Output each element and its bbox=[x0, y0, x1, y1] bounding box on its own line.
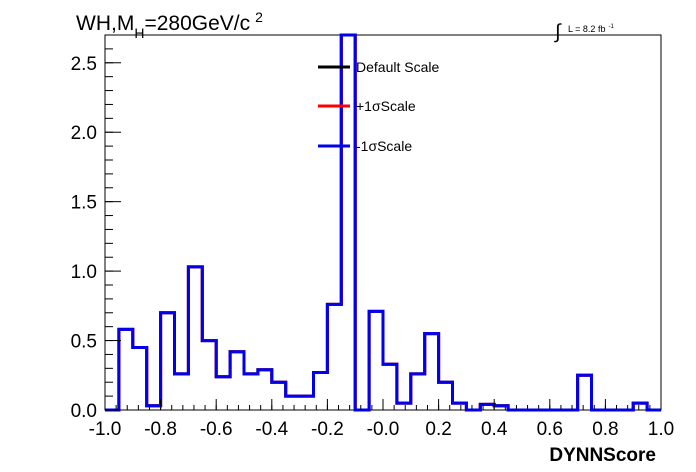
series-layer bbox=[105, 33, 661, 412]
x-tick-label: -1.0 bbox=[89, 419, 122, 440]
x-tick-label: 0.2 bbox=[425, 419, 451, 440]
x-tick-label: 0.8 bbox=[592, 419, 618, 440]
legend-label-plus: +1σScale bbox=[356, 98, 416, 114]
x-tick-label: -0.6 bbox=[200, 419, 233, 440]
x-tick-label: -0.8 bbox=[144, 419, 177, 440]
legend-label-default: Default Scale bbox=[356, 59, 439, 75]
x-axis-title: DYNNScore bbox=[549, 445, 656, 466]
x-tick-label: -0.0 bbox=[367, 419, 400, 440]
series-line-2 bbox=[105, 33, 661, 412]
x-tick-label: -0.2 bbox=[311, 419, 344, 440]
y-tick-label: 2.0 bbox=[71, 123, 97, 144]
y-tick-label: 0.5 bbox=[71, 332, 97, 353]
legend: Default Scale +1σScale -1σScale bbox=[318, 59, 439, 154]
ticks-layer: -1.0 -0.8 -0.6 -0.4 -0.2 -0.0 0.2 0.4 0.6 0.8 1.0 0… bbox=[71, 34, 674, 440]
x-tick-label: 0.4 bbox=[481, 419, 508, 440]
y-tick-label: 2.5 bbox=[71, 54, 97, 75]
chart-title: WH,MH=280GeV/c 2 bbox=[76, 9, 263, 41]
y-tick-label: 1.0 bbox=[71, 262, 97, 283]
x-tick-label: 1.0 bbox=[648, 419, 674, 440]
y-tick-label: 1.5 bbox=[71, 193, 97, 214]
legend-label-minus: -1σScale bbox=[356, 138, 412, 154]
x-tick-label: 0.6 bbox=[537, 419, 563, 440]
luminosity-label: L = 8.2 fb -1 bbox=[568, 24, 614, 34]
y-tick-label: 0.0 bbox=[71, 401, 97, 422]
x-tick-label: -0.4 bbox=[255, 419, 288, 440]
integral-symbol: ∫ bbox=[554, 21, 562, 43]
